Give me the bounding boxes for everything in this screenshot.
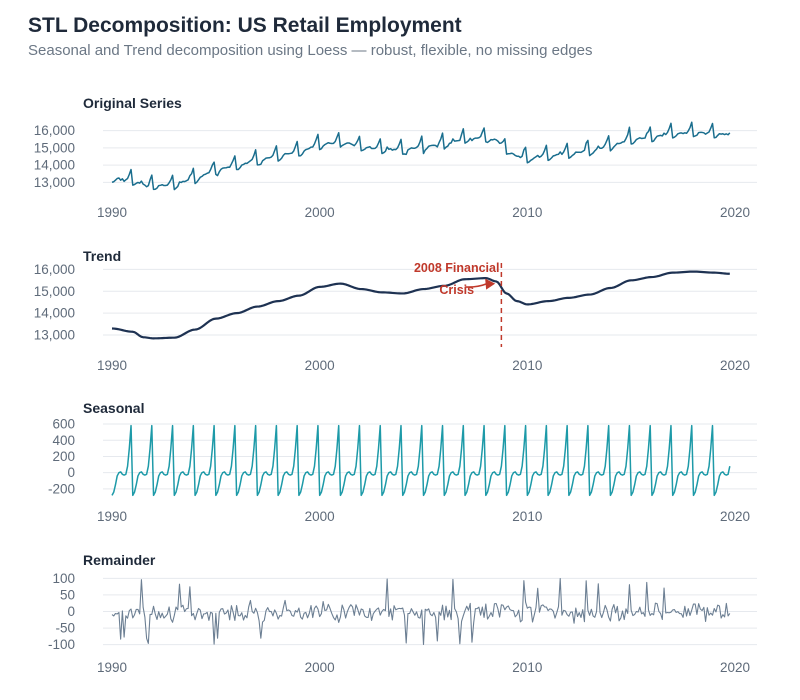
x-tick-label: 1990	[97, 660, 127, 675]
panel-title-seasonal: Seasonal	[83, 400, 144, 416]
x-tick-label: 2020	[720, 358, 750, 373]
seasonal-line	[111, 424, 731, 497]
y-tick-label: 15,000	[34, 140, 75, 155]
y-tick-label: 400	[52, 433, 75, 448]
annotation-label: 2008 Financial	[414, 261, 499, 275]
x-tick-label: 2000	[305, 509, 335, 524]
x-tick-label: 2020	[720, 660, 750, 675]
chart-subtitle: Seasonal and Trend decomposition using L…	[28, 42, 593, 59]
x-tick-label: 2010	[512, 509, 542, 524]
x-tick-label: 2000	[305, 358, 335, 373]
panel-original: Original Series 13,000 14,000 15,000 16,000 1…	[34, 95, 757, 220]
panel-title-remainder: Remainder	[83, 552, 156, 568]
y-tick-label: -100	[48, 637, 75, 652]
x-tick-label: 2020	[720, 509, 750, 524]
annotation-arrow	[464, 282, 488, 288]
panel-trend: Trend 13,000 14,000 15,000 16,000 1990 2000 201…	[34, 248, 757, 373]
remainder-line	[111, 578, 731, 646]
x-tick-label: 2010	[512, 358, 542, 373]
x-tick-label: 2000	[305, 660, 335, 675]
chart-title: STL Decomposition: US Retail Employment	[28, 14, 462, 37]
y-tick-label: 13,000	[34, 328, 75, 343]
y-tick-label: 50	[60, 587, 75, 602]
x-tick-label: 2010	[512, 660, 542, 675]
y-tick-label: 600	[52, 417, 75, 432]
panel-title-trend: Trend	[83, 248, 121, 264]
x-tick-label: 1990	[97, 205, 127, 220]
y-tick-label: 14,000	[34, 306, 75, 321]
x-tick-label: 2020	[720, 205, 750, 220]
y-tick-label: -200	[48, 481, 75, 496]
y-tick-label: 14,000	[34, 158, 75, 173]
annotation-arrowhead	[485, 278, 496, 290]
y-tick-label: 0	[67, 604, 75, 619]
trend-line	[111, 270, 730, 340]
x-tick-label: 2000	[305, 205, 335, 220]
annotation-label: Crisis	[439, 283, 474, 297]
x-tick-label: 2010	[512, 205, 542, 220]
y-tick-label: -50	[55, 621, 75, 636]
y-tick-label: 16,000	[34, 262, 75, 277]
original-series-line	[111, 121, 731, 191]
y-tick-label: 16,000	[34, 123, 75, 138]
y-tick-label: 15,000	[34, 284, 75, 299]
y-tick-label: 13,000	[34, 175, 75, 190]
x-tick-label: 1990	[97, 509, 127, 524]
y-tick-label: 0	[67, 465, 75, 480]
y-tick-label: 100	[52, 571, 75, 586]
panel-title-original: Original Series	[83, 95, 182, 111]
y-tick-label: 200	[52, 449, 75, 464]
x-tick-label: 1990	[97, 358, 127, 373]
